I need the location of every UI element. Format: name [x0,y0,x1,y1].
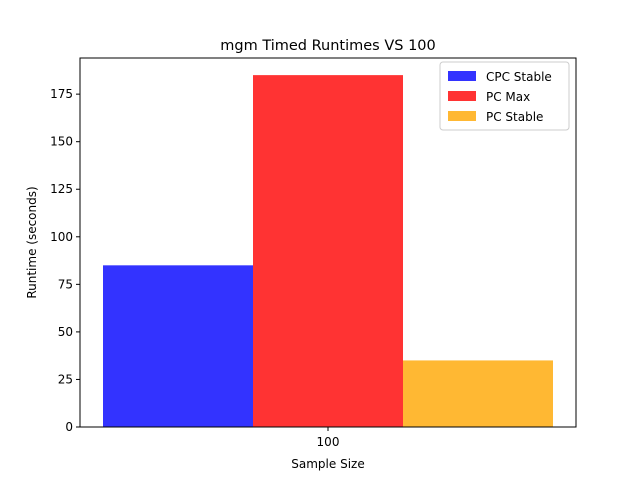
chart-title: mgm Timed Runtimes VS 100 [220,38,436,54]
x-axis: 100 [317,427,340,449]
legend-label: PC Stable [486,110,543,124]
y-tick-label: 25 [58,372,73,386]
x-axis-label: Sample Size [291,457,364,471]
y-tick-label: 50 [58,325,73,339]
legend-swatch [448,71,476,81]
y-axis: 0 25 50 75 100 125 150 175 [50,87,80,434]
legend-swatch [448,91,476,101]
bars-group [103,75,553,427]
legend-label: PC Max [486,90,530,104]
y-tick-label: 175 [50,87,73,101]
bar-pc-stable [403,360,553,427]
y-tick-label: 75 [58,277,73,291]
legend: CPC Stable PC Max PC Stable [439,61,570,131]
y-tick-label: 0 [65,420,73,434]
y-tick-label: 100 [50,230,73,244]
legend-swatch [448,111,476,121]
y-tick-label: 125 [50,182,73,196]
y-tick-label: 150 [50,135,73,149]
bar-cpc-stable [103,265,253,427]
x-tick-label: 100 [317,435,340,449]
bar-pc-max [253,75,403,427]
y-axis-label: Runtime (seconds) [25,186,39,298]
legend-label: CPC Stable [486,70,552,84]
